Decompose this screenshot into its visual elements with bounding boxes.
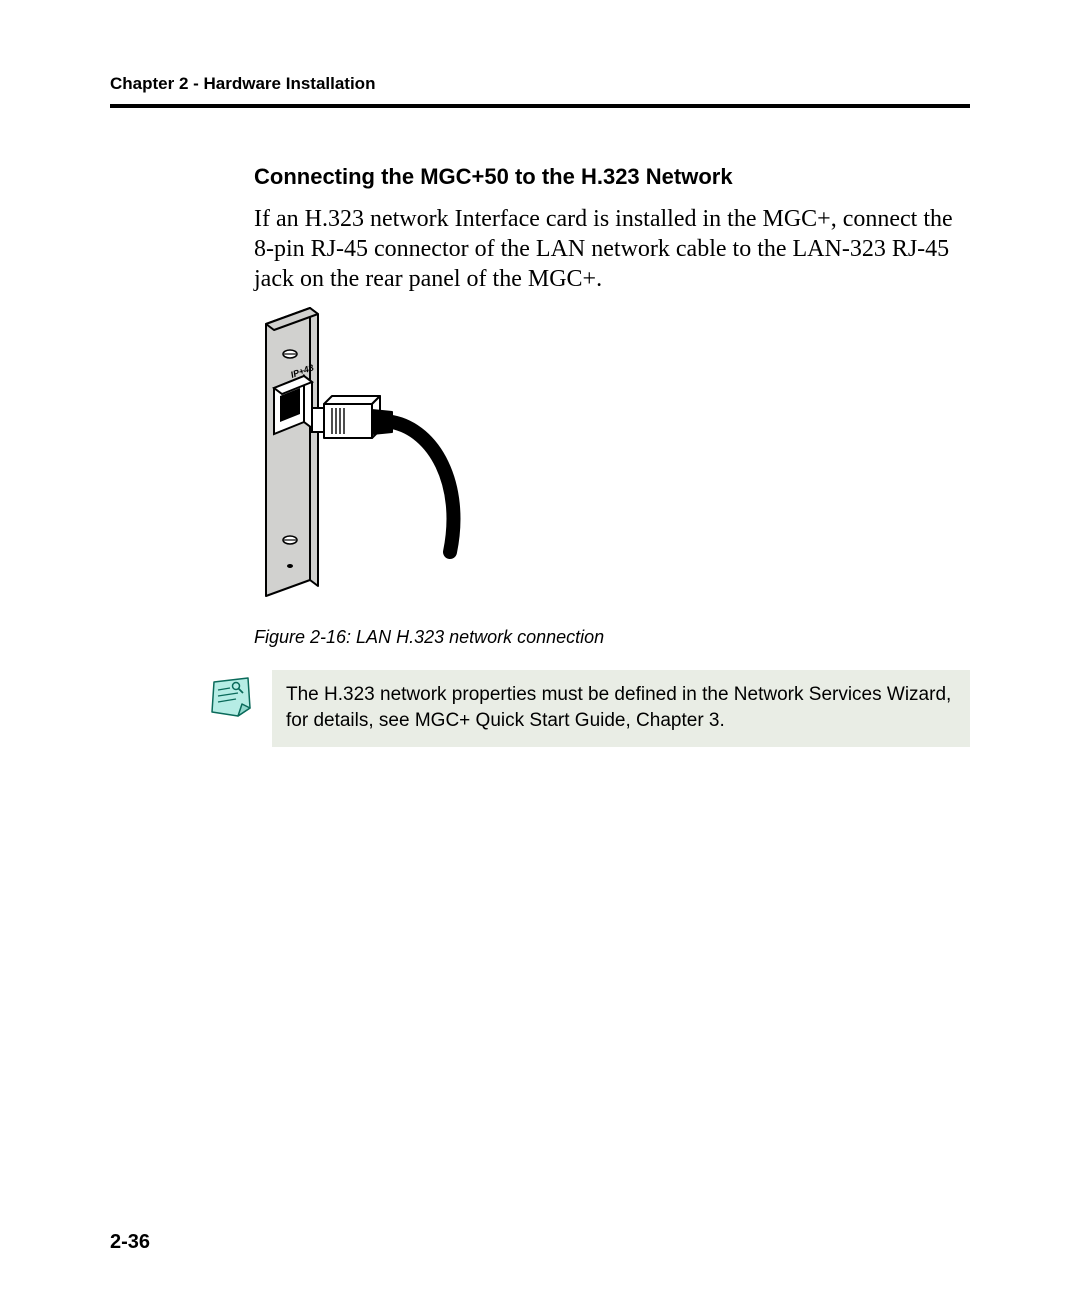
note-text: The H.323 network properties must be def… [272,670,970,747]
page-number: 2-36 [110,1231,150,1254]
figure-diagram: IP+48 [254,304,970,609]
content-block: Connecting the MGC+50 to the H.323 Netwo… [254,164,970,747]
header-rule [110,104,970,108]
section-body: If an H.323 network Interface card is in… [254,204,970,294]
document-page: Chapter 2 - Hardware Installation Connec… [0,0,1080,1306]
note-callout: The H.323 network properties must be def… [208,670,970,747]
chapter-header: Chapter 2 - Hardware Installation [110,74,970,94]
section-title: Connecting the MGC+50 to the H.323 Netwo… [254,164,970,190]
lan-connection-illustration: IP+48 [254,304,484,604]
note-icon [208,674,254,725]
figure-caption: Figure 2-16: LAN H.323 network connectio… [254,627,970,648]
